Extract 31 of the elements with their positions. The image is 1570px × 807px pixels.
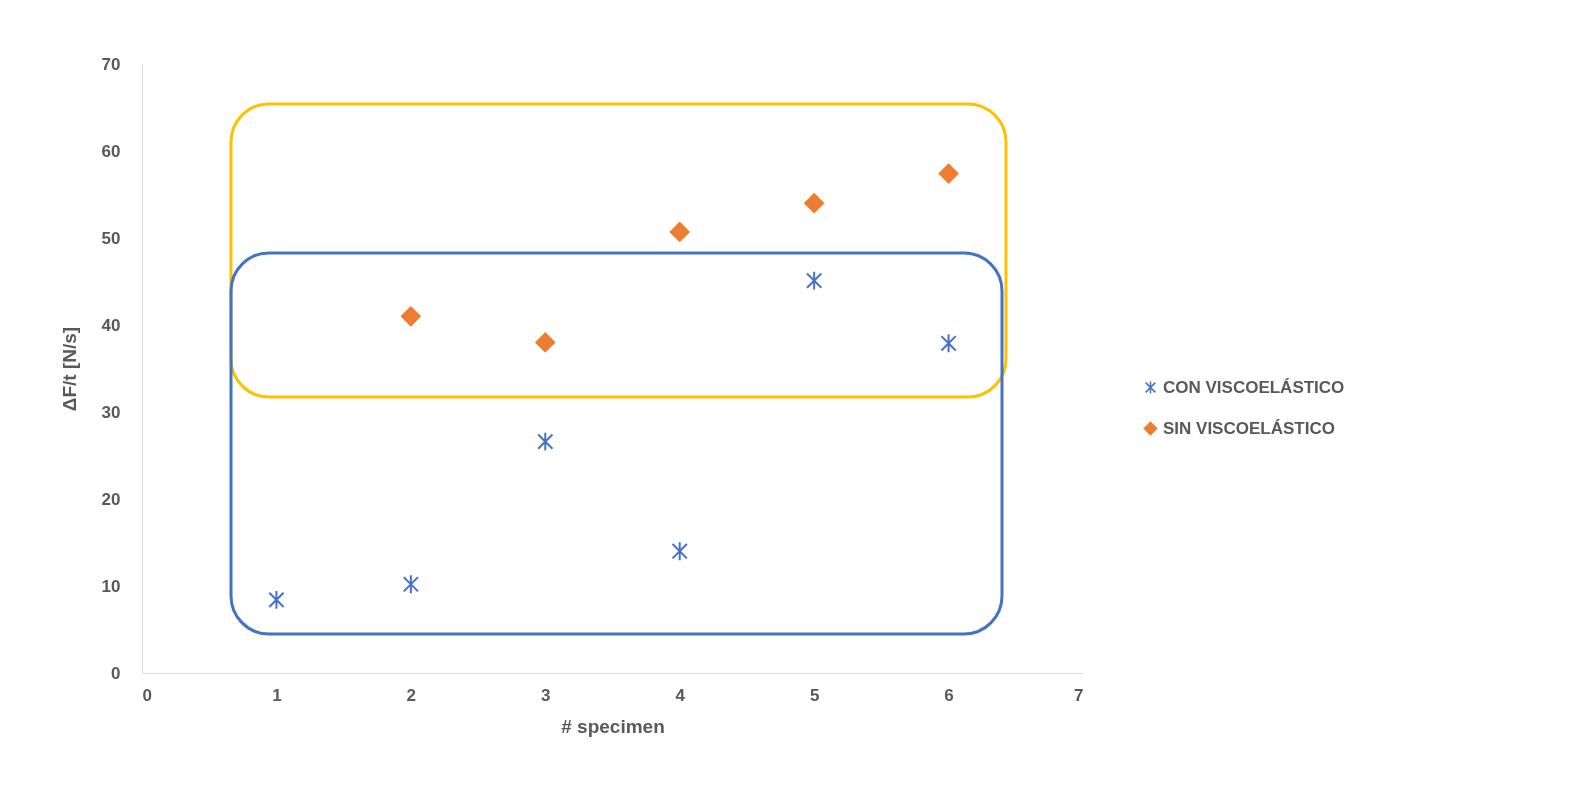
- point: [400, 306, 421, 327]
- y-tick-label: 50: [101, 228, 121, 248]
- x-axis-title: # specimen: [561, 715, 665, 737]
- y-tick-label: 20: [101, 489, 121, 509]
- legend-label: CON VISCOELÁSTICO: [1163, 377, 1345, 397]
- legend-label: SIN VISCOELÁSTICO: [1163, 418, 1335, 438]
- point: [940, 333, 957, 354]
- x-tick-label: 5: [809, 685, 820, 705]
- x-tick-label: 3: [541, 685, 551, 705]
- x-tick-label: 7: [1074, 685, 1084, 705]
- point: [669, 221, 690, 242]
- point: [804, 193, 825, 214]
- y-tick-label: 10: [101, 576, 121, 596]
- x-tick-label: 0: [142, 685, 152, 705]
- y-tick-label: 60: [101, 141, 121, 161]
- point: [938, 163, 959, 184]
- point: [535, 332, 556, 353]
- y-tick-label: 0: [111, 663, 121, 683]
- point: [671, 541, 688, 562]
- y-tick-label: 40: [101, 315, 121, 335]
- x-tick-label: 1: [272, 685, 282, 705]
- point: [402, 574, 420, 595]
- y-tick-label: 70: [101, 54, 121, 74]
- point: [805, 270, 823, 291]
- point: [537, 431, 554, 452]
- x-tick-label: 2: [406, 685, 417, 705]
- y-axis-title: ΔF/t [N/s]: [58, 326, 80, 412]
- x-tick-label: 6: [944, 685, 954, 705]
- point: [268, 589, 285, 610]
- y-tick-label: 30: [101, 402, 121, 422]
- x-tick-label: 4: [675, 685, 686, 705]
